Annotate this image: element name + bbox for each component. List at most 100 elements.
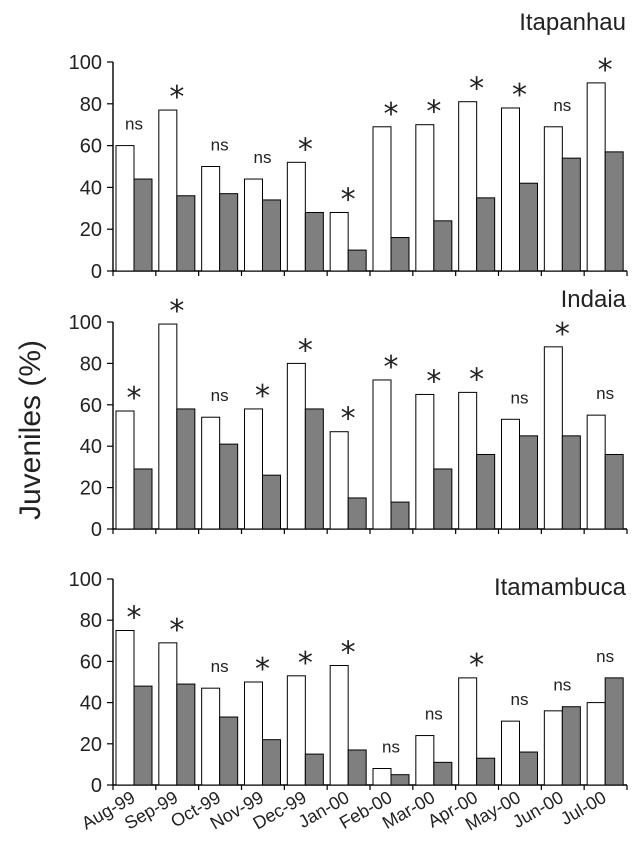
bar-white-Feb-00: [372, 768, 392, 786]
bar-white-Feb-00: [372, 379, 392, 530]
significance-ns: ns: [211, 136, 229, 155]
x-tick-label: Jul-00: [557, 787, 609, 829]
y-tick-label: 0: [91, 519, 102, 541]
bar-gray-Aug-99: [133, 178, 153, 272]
bar-white-Jan-00: [329, 665, 349, 786]
panel-0: Itapanhau 0 20 40 60 80 100 ns * ns ns * * * * * * ns *: [69, 9, 628, 283]
bar-white-Aug-99: [115, 410, 135, 530]
bar-white-Oct-99: [201, 687, 221, 786]
bar-gray-Mar-00: [433, 761, 453, 786]
bar-gray-Oct-99: [219, 716, 239, 786]
bar-gray-Jul-00: [604, 151, 624, 272]
significance-star: *: [384, 350, 399, 385]
panel-2: Itamambuca020406080100*Aug-99*Sep-99nsOc…: [69, 569, 628, 834]
bar-white-May-00: [501, 107, 520, 272]
y-tick-label: 20: [80, 478, 102, 500]
significance-ns: ns: [511, 388, 529, 407]
panel-title: Indaia: [561, 286, 627, 313]
significance-star: *: [255, 652, 270, 687]
bar-white-Mar-00: [415, 124, 435, 272]
bar-gray-Feb-00: [390, 774, 410, 786]
significance-star: *: [426, 95, 441, 130]
significance-ns: ns: [125, 115, 143, 134]
bar-white-Nov-99: [244, 408, 263, 530]
bar-gray-May-00: [519, 435, 538, 530]
y-tick-label: 40: [80, 693, 102, 715]
significance-star: *: [426, 364, 441, 399]
significance-star: *: [341, 182, 356, 217]
significance-ns: ns: [596, 647, 614, 666]
significance-ns: ns: [382, 738, 400, 757]
bar-white-Apr-00: [458, 677, 478, 786]
significance-ns: ns: [254, 148, 272, 167]
bar-gray-Nov-99: [262, 739, 281, 786]
bar-gray-Sep-99: [176, 195, 196, 272]
bar-white-Apr-00: [458, 101, 478, 272]
bar-gray-Jan-00: [347, 497, 367, 530]
significance-star: *: [341, 402, 356, 437]
y-tick-label: 80: [80, 94, 102, 116]
y-axis-title: Juveniles (%): [14, 340, 47, 520]
y-tick-label: 60: [80, 395, 102, 417]
bar-gray-Oct-99: [219, 443, 239, 530]
bar-white-Aug-99: [115, 630, 135, 786]
significance-star: *: [384, 97, 399, 132]
bar-gray-Dec-99: [304, 753, 324, 786]
significance-star: *: [169, 80, 184, 115]
significance-star: *: [255, 379, 270, 414]
significance-ns: ns: [211, 657, 229, 676]
bar-gray-Aug-99: [133, 468, 153, 530]
bar-gray-Nov-99: [262, 199, 281, 272]
significance-ns: ns: [211, 386, 229, 405]
significance-ns: ns: [596, 384, 614, 403]
bar-gray-Jun-00: [561, 157, 581, 272]
significance-star: *: [127, 601, 142, 636]
significance-ns: ns: [425, 705, 443, 724]
y-tick-label: 100: [69, 569, 102, 591]
bar-white-Jul-00: [586, 702, 606, 786]
y-tick-label: 60: [80, 136, 102, 158]
bar-white-May-00: [501, 720, 520, 786]
significance-star: *: [555, 317, 570, 352]
bar-gray-Apr-00: [476, 453, 496, 530]
significance-star: *: [169, 613, 184, 648]
bar-white-Jun-00: [543, 346, 563, 530]
bar-white-Dec-99: [286, 161, 306, 272]
bar-white-Apr-00: [458, 391, 478, 530]
y-tick-label: 80: [80, 610, 102, 632]
bar-gray-Jan-00: [347, 249, 367, 272]
bar-white-Aug-99: [115, 145, 135, 272]
significance-ns: ns: [553, 676, 571, 695]
significance-star: *: [298, 132, 313, 167]
panel-title: Itamambuca: [494, 574, 627, 601]
significance-star: *: [298, 646, 313, 681]
bar-white-May-00: [501, 418, 520, 530]
y-tick-label: 60: [80, 651, 102, 673]
bar-gray-Feb-00: [390, 237, 410, 272]
significance-star: *: [341, 636, 356, 671]
bar-gray-May-00: [519, 182, 538, 272]
bar-gray-Apr-00: [476, 197, 496, 272]
significance-star: *: [469, 72, 484, 107]
bar-gray-Jun-00: [561, 435, 581, 530]
bar-gray-Jul-00: [604, 677, 624, 786]
significance-star: *: [469, 362, 484, 397]
bar-white-Jan-00: [329, 211, 349, 272]
bar-white-Dec-99: [286, 675, 306, 786]
bar-gray-Nov-99: [262, 474, 281, 530]
bar-gray-Mar-00: [433, 220, 453, 272]
bar-white-Nov-99: [244, 681, 263, 786]
bar-gray-Dec-99: [304, 211, 324, 272]
y-tick-label: 80: [80, 353, 102, 375]
y-tick-label: 0: [91, 261, 102, 283]
y-tick-label: 40: [80, 177, 102, 199]
y-tick-label: 20: [80, 219, 102, 241]
bar-white-Nov-99: [244, 178, 263, 272]
significance-star: *: [169, 294, 184, 329]
bar-white-Sep-99: [158, 109, 178, 272]
bar-gray-Aug-99: [133, 685, 153, 786]
y-tick-label: 20: [80, 734, 102, 756]
bar-gray-May-00: [519, 751, 538, 786]
bar-gray-Sep-99: [176, 683, 196, 786]
